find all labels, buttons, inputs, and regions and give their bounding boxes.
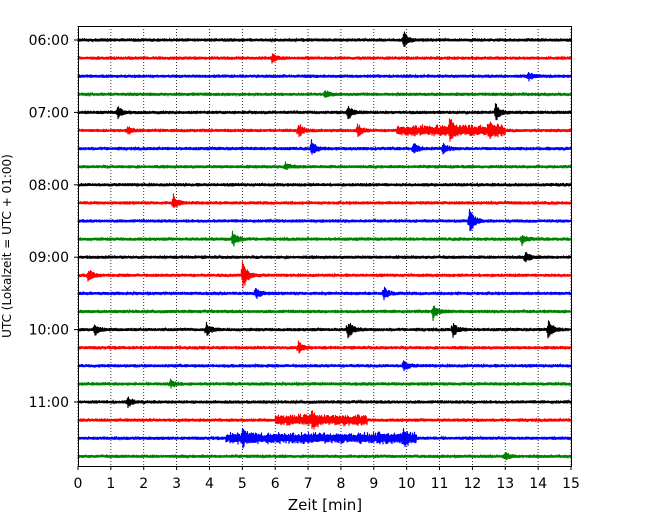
x-tick-label: 10 [398,476,416,492]
trace-1115 [77,410,572,430]
trace-1100 [77,396,572,409]
trace-0700 [77,103,572,121]
y-axis-ticks: 06:00 07:00 08:00 09:00 10:00 11:00 [29,33,78,411]
trace-1130 [77,427,572,449]
y-tick-label: 08:00 [29,178,69,194]
x-tick-label: 9 [369,476,378,492]
trace-0600 [77,31,572,47]
plot-frame [78,26,572,467]
y-tick-label: 10:00 [29,323,69,339]
x-tick-label: 13 [496,476,514,492]
trace-0745 [77,161,572,170]
x-tick-label: 1 [106,476,115,492]
trace-0915 [77,261,572,289]
x-tick-label: 11 [431,476,449,492]
y-axis-label: UTC (Lokalzeit = UTC + 01:00) [0,154,14,338]
trace-0630 [77,71,572,82]
x-axis-label: Zeit [min] [288,496,362,514]
x-tick-label: 5 [238,476,247,492]
x-axis-ticks: 0 1 2 3 4 5 6 7 8 9 10 11 12 13 14 15 [74,466,580,492]
trace-0715 [77,118,572,142]
trace-1000 [77,320,572,339]
y-tick-label: 11:00 [29,395,69,411]
x-tick-label: 4 [205,476,214,492]
trace-0645 [77,90,572,98]
trace-1030 [77,360,572,372]
trace-1145 [77,452,572,461]
x-tick-label: 12 [463,476,481,492]
trace-0900 [77,252,572,263]
trace-0930 [77,286,572,301]
x-tick-label: 14 [529,476,547,492]
trace-1045 [77,378,572,389]
trace-0815 [77,193,572,208]
x-tick-label: 6 [271,476,280,492]
y-tick-label: 07:00 [29,105,69,121]
x-tick-label: 8 [336,476,345,492]
x-tick-label: 2 [139,476,148,492]
x-tick-label: 0 [74,476,83,492]
x-tick-label: 7 [304,476,313,492]
trace-0615 [77,53,572,64]
trace-1015 [77,340,572,354]
y-tick-label: 06:00 [29,33,69,49]
trace-0845 [77,230,572,247]
trace-0800 [77,181,572,188]
trace-0730 [77,139,572,155]
trace-0945 [77,305,572,322]
x-tick-label: 3 [172,476,181,492]
seismic-traces [77,31,572,461]
y-tick-label: 09:00 [29,250,69,266]
trace-0830 [77,208,572,232]
x-tick-label: 15 [562,476,580,492]
